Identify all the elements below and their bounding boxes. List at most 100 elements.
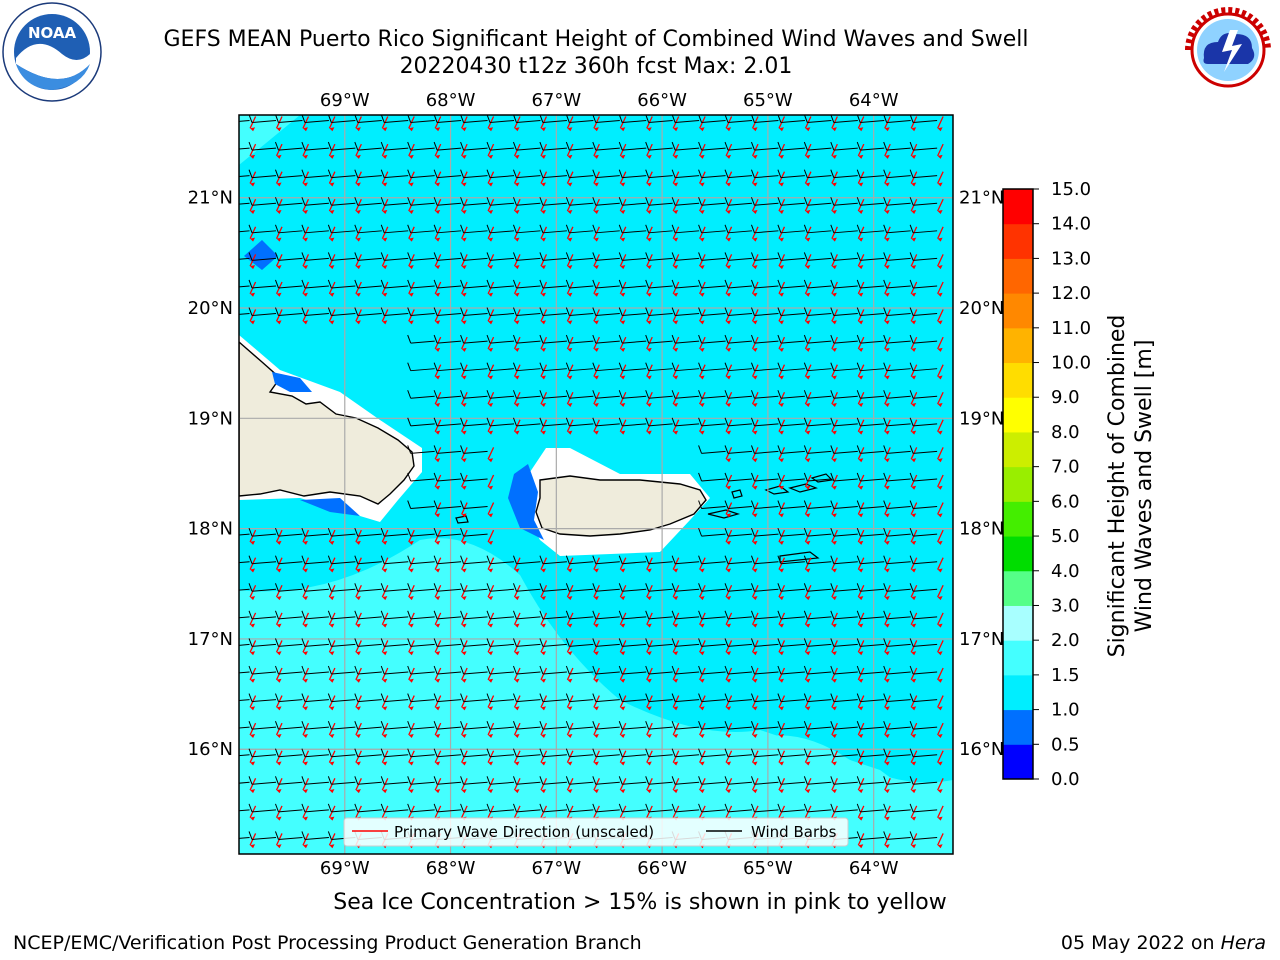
wave-direction-arrowhead — [884, 733, 890, 738]
wind-barb-flag — [909, 748, 914, 757]
wave-direction-arrowhead — [778, 761, 784, 766]
wind-barb-flag — [327, 141, 332, 151]
x-tick-label: 67°W — [531, 858, 581, 879]
wave-direction-arrowhead — [540, 568, 546, 573]
wind-barb-flag — [671, 279, 676, 289]
wind-barb-flag — [618, 362, 623, 371]
wind-barb-flag — [803, 197, 808, 206]
wave-direction-arrowhead — [726, 789, 732, 794]
wave-direction-arrowhead — [646, 182, 652, 187]
wind-barb — [304, 313, 329, 317]
wave-direction-arrowhead — [408, 733, 414, 738]
wind-barb — [807, 671, 832, 675]
wind-barb — [384, 726, 409, 730]
wind-barb — [780, 395, 805, 399]
wave-direction-arrowhead — [646, 210, 652, 215]
wind-barb — [569, 423, 594, 427]
wind-barb-flag — [539, 720, 544, 730]
wind-barb — [489, 257, 515, 261]
wind-barb — [886, 561, 911, 565]
wave-direction-arrowhead — [937, 430, 943, 435]
wind-barb-flag — [724, 252, 729, 261]
wave-direction-arrowhead — [884, 513, 890, 518]
wind-barb — [727, 313, 753, 317]
wave-direction-arrowhead — [329, 678, 335, 683]
wind-barb-flag — [460, 527, 465, 537]
wind-barb-flag — [750, 279, 755, 289]
wave-direction-arrowhead — [276, 596, 282, 601]
wave-direction-arrowhead — [911, 375, 917, 380]
wave-direction-arrowhead — [937, 210, 943, 215]
wind-barb-flag — [830, 665, 835, 675]
wave-direction-arrowhead — [329, 210, 335, 215]
wind-barb-flag — [539, 362, 544, 371]
wave-direction-arrowhead — [488, 237, 494, 242]
wind-barb — [516, 726, 541, 730]
wave-direction-arrowhead — [461, 706, 467, 711]
wave-direction-arrowhead — [726, 430, 732, 435]
wind-barb — [569, 230, 594, 234]
wave-direction-arrowhead — [408, 651, 414, 656]
wave-direction-arrowhead — [620, 430, 626, 435]
wave-direction-arrowhead — [276, 623, 282, 628]
wind-barb — [886, 147, 911, 151]
wave-direction-arrowhead — [382, 733, 388, 738]
wind-barb — [489, 395, 515, 399]
wind-barb — [648, 726, 673, 730]
wind-barb-flag — [460, 665, 465, 675]
wind-barb — [516, 588, 541, 592]
wind-barb — [542, 671, 567, 675]
wind-barb-flag — [803, 748, 808, 757]
wind-barb — [807, 588, 832, 592]
wind-barb-flag — [407, 224, 412, 233]
colorbar-label-line1: Significant Height of Combined — [1105, 315, 1130, 658]
wave-direction-arrowhead — [250, 816, 256, 821]
swell-band-south — [239, 538, 953, 854]
wind-barb — [331, 616, 356, 620]
wind-barb — [489, 230, 515, 234]
wind-barb-flag — [645, 390, 650, 399]
wind-barb — [278, 147, 303, 151]
wave-direction-arrowhead — [435, 375, 441, 380]
wave-direction-arrow — [487, 529, 495, 543]
wind-barb — [542, 368, 567, 372]
wind-barb-flag — [883, 583, 888, 592]
wind-barb — [727, 450, 753, 454]
wind-barb-flag — [883, 445, 888, 454]
wave-direction-arrowhead — [726, 651, 732, 656]
wave-direction-arrowhead — [646, 375, 652, 380]
wave-direction-arrowhead — [911, 733, 917, 738]
wind-barb-flag — [724, 334, 729, 344]
wind-barb — [384, 313, 409, 317]
wind-barb — [595, 230, 620, 234]
wind-barb-flag — [433, 252, 438, 261]
wind-barb-flag — [592, 197, 597, 206]
wind-barb — [542, 202, 567, 206]
wind-barb-flag — [486, 803, 491, 813]
wind-barb-flag — [671, 390, 676, 399]
wave-direction-arrowhead — [726, 540, 732, 545]
wind-barb-flag — [830, 390, 835, 399]
wind-barb-flag — [539, 307, 544, 316]
wind-barb — [304, 257, 329, 261]
wave-direction-arrowhead — [461, 154, 467, 159]
wave-direction-arrowhead — [646, 623, 652, 628]
wave-direction-arrowhead — [461, 375, 467, 380]
wind-barb-flag — [698, 527, 703, 537]
wind-barb — [622, 643, 647, 647]
wave-direction-arrowhead — [884, 678, 890, 683]
wind-barb — [239, 699, 250, 701]
wind-barb-flag — [301, 169, 306, 178]
wind-barb — [569, 285, 594, 289]
wind-barb-flag — [671, 555, 676, 564]
wind-barb-flag — [671, 638, 676, 647]
wind-barb — [516, 616, 541, 620]
wave-direction-arrowhead — [302, 127, 308, 132]
wind-barb-flag — [460, 472, 465, 482]
wind-barb — [569, 726, 594, 730]
wind-barb — [239, 285, 250, 288]
wave-direction-arrowhead — [858, 540, 864, 545]
wind-barb — [410, 257, 435, 261]
wind-barb — [357, 175, 382, 179]
wind-barb-flag — [539, 776, 544, 785]
